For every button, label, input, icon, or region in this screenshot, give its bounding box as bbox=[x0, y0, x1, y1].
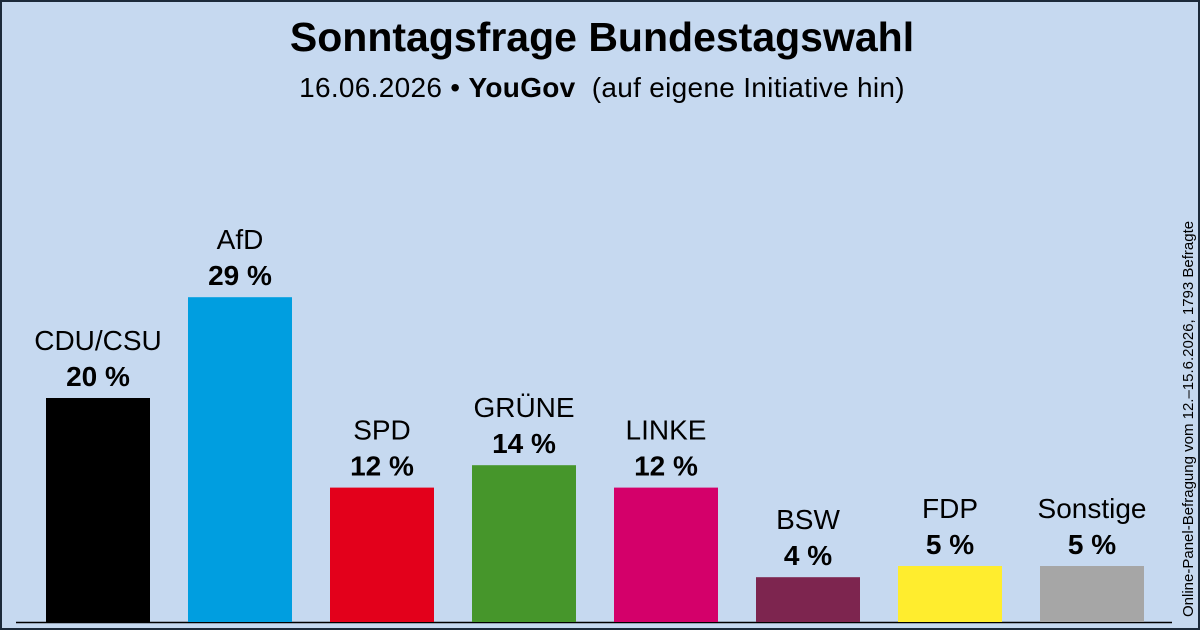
category-label-fdp: FDP bbox=[922, 493, 978, 524]
category-label-cdu-csu: CDU/CSU bbox=[34, 325, 162, 356]
bar-grüne bbox=[472, 465, 576, 622]
category-label-spd: SPD bbox=[353, 415, 411, 446]
chart-title: Sonntagsfrage Bundestagswahl bbox=[289, 14, 915, 60]
value-label-linke: 12 % bbox=[634, 451, 698, 482]
category-label-afd: AfD bbox=[217, 224, 264, 255]
value-label-bsw: 4 % bbox=[784, 540, 832, 571]
value-label-spd: 12 % bbox=[350, 451, 414, 482]
category-label-sonstige: Sonstige bbox=[1038, 493, 1147, 524]
category-label-bsw: BSW bbox=[776, 504, 840, 535]
value-label-grüne: 14 % bbox=[492, 428, 556, 459]
bar-sonstige bbox=[1040, 566, 1144, 622]
subtitle-date: 16.06.2026 • bbox=[299, 72, 461, 103]
bar-bsw bbox=[756, 577, 860, 622]
bar-spd bbox=[330, 487, 434, 622]
value-label-sonstige: 5 % bbox=[1068, 529, 1116, 560]
subtitle-note: (auf eigene Initiative hin) bbox=[591, 72, 905, 103]
bar-fdp bbox=[898, 566, 1002, 622]
category-label-linke: LINKE bbox=[626, 415, 707, 446]
bar-cdu-csu bbox=[46, 398, 150, 622]
value-label-fdp: 5 % bbox=[926, 529, 974, 560]
category-label-grüne: GRÜNE bbox=[473, 392, 574, 423]
subtitle-institute: YouGov bbox=[468, 72, 576, 103]
bar-linke bbox=[614, 487, 718, 622]
value-label-cdu-csu: 20 % bbox=[66, 361, 130, 392]
value-label-afd: 29 % bbox=[208, 260, 272, 291]
bar-afd bbox=[188, 297, 292, 622]
chart-subtitle: 16.06.2026 • YouGov (auf eigene Initiati… bbox=[2, 72, 1198, 104]
